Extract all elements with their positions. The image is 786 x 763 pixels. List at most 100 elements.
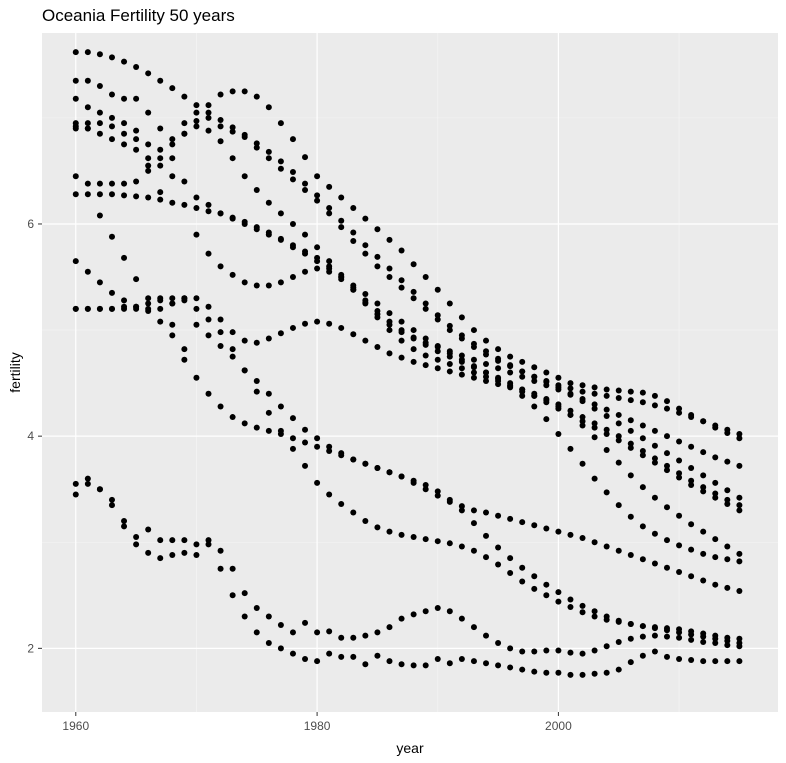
data-point [96, 305, 103, 312]
data-point [84, 305, 91, 312]
data-point [289, 435, 296, 442]
data-point [374, 652, 381, 659]
data-point [386, 658, 393, 665]
data-point [495, 357, 502, 364]
data-point [241, 133, 248, 140]
data-point [434, 344, 441, 351]
data-point [434, 492, 441, 499]
data-point [302, 462, 309, 469]
data-point [338, 452, 345, 459]
data-point [434, 286, 441, 293]
data-point [362, 632, 369, 639]
data-point [181, 549, 188, 556]
data-point [603, 406, 610, 413]
data-point [374, 314, 381, 321]
x-tick-label: 1980 [304, 719, 331, 733]
data-point [422, 608, 429, 615]
data-point [181, 356, 188, 363]
data-point [205, 332, 212, 339]
data-point [507, 645, 514, 652]
data-point [663, 633, 670, 640]
data-point [72, 258, 79, 265]
data-point [627, 427, 634, 434]
data-point [458, 356, 465, 363]
data-point [289, 445, 296, 452]
data-point [555, 669, 562, 676]
data-point [483, 337, 490, 344]
data-point [133, 136, 140, 143]
data-point [688, 464, 695, 471]
data-point [193, 109, 200, 116]
data-point [398, 247, 405, 254]
data-point [519, 392, 526, 399]
data-point [96, 180, 103, 187]
data-point [121, 523, 128, 530]
data-point [712, 536, 719, 543]
data-point [302, 655, 309, 662]
data-point [663, 653, 670, 660]
data-point [133, 178, 140, 185]
data-point [338, 653, 345, 660]
data-point [615, 411, 622, 418]
data-point [217, 91, 224, 98]
data-point [205, 250, 212, 257]
data-point [591, 401, 598, 408]
data-point [326, 491, 333, 498]
data-point [483, 369, 490, 376]
data-point [591, 424, 598, 431]
data-point [72, 77, 79, 84]
data-point [446, 608, 453, 615]
data-point [700, 633, 707, 640]
data-point [241, 279, 248, 286]
data-point [446, 348, 453, 355]
data-point [169, 199, 176, 206]
data-point [446, 300, 453, 307]
data-point [277, 645, 284, 652]
data-point [567, 649, 574, 656]
data-point [567, 603, 574, 610]
data-point [712, 494, 719, 501]
data-point [627, 397, 634, 404]
data-point [302, 154, 309, 161]
data-point [181, 130, 188, 137]
data-point [483, 509, 490, 516]
data-point [386, 327, 393, 334]
data-point [326, 268, 333, 275]
data-point [374, 300, 381, 307]
data-point [386, 274, 393, 281]
data-point [531, 377, 538, 384]
data-point [434, 356, 441, 363]
data-point [145, 549, 152, 556]
data-point [724, 642, 731, 649]
data-point [567, 596, 574, 603]
data-point [217, 123, 224, 130]
data-point [676, 634, 683, 641]
data-point [386, 236, 393, 243]
data-point [507, 384, 514, 391]
data-point [205, 390, 212, 397]
data-point [531, 585, 538, 592]
data-point [531, 648, 538, 655]
data-point [277, 235, 284, 242]
data-point [495, 512, 502, 519]
data-point [217, 342, 224, 349]
data-point [314, 479, 321, 486]
data-point [229, 271, 236, 278]
data-point [84, 49, 91, 56]
data-point [651, 427, 658, 434]
data-point [362, 242, 369, 249]
data-point [217, 565, 224, 572]
data-point [169, 537, 176, 544]
data-point [265, 155, 272, 162]
data-point [736, 558, 743, 565]
data-point [422, 352, 429, 359]
data-point [422, 305, 429, 312]
data-point [712, 454, 719, 461]
data-point [543, 382, 550, 389]
data-point [289, 136, 296, 143]
data-point [434, 365, 441, 372]
data-point [663, 462, 670, 469]
data-point [700, 488, 707, 495]
data-point [676, 457, 683, 464]
data-point [350, 205, 357, 212]
